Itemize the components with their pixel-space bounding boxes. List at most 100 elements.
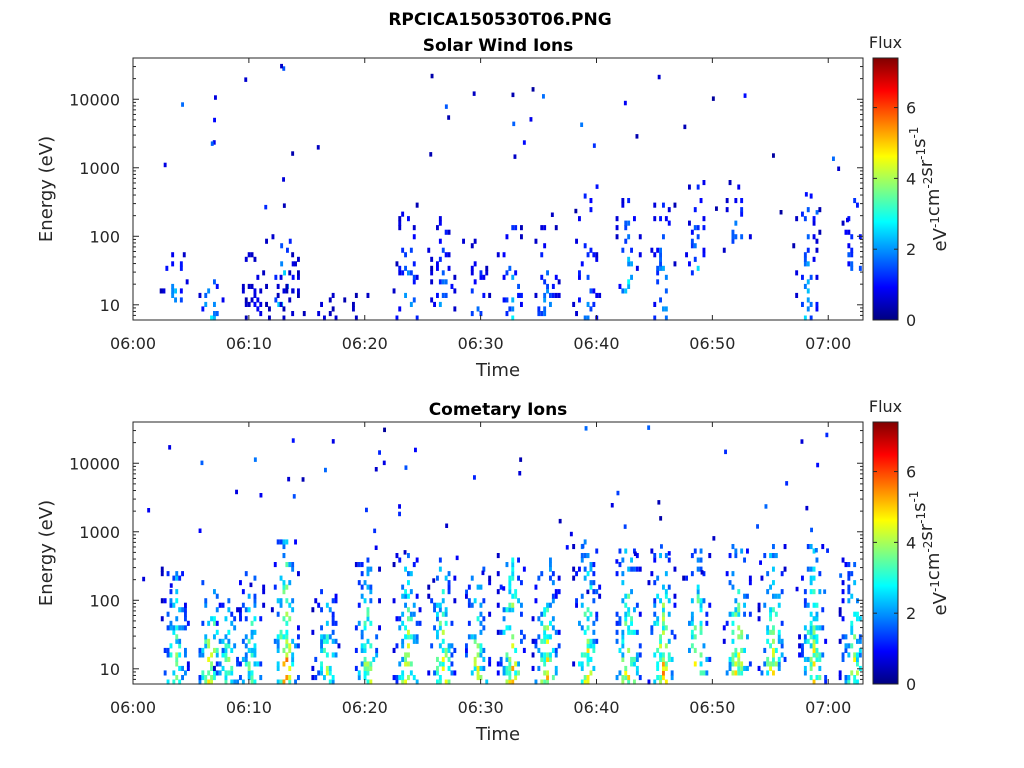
spectrogram-cell xyxy=(627,283,631,289)
spectrogram-cell xyxy=(543,638,547,644)
spectrogram-cell xyxy=(354,665,358,671)
spectrogram-cell xyxy=(757,616,761,622)
spectrogram-cell xyxy=(476,675,480,681)
spectrogram-cell xyxy=(592,589,596,595)
spectrogram-cell xyxy=(433,602,436,608)
spectrogram-cell xyxy=(728,656,732,662)
spectrogram-cell xyxy=(592,580,596,586)
spectrogram-cell xyxy=(853,611,857,617)
spectrogram-cell xyxy=(184,616,187,622)
spectrogram-cell xyxy=(514,589,518,595)
spectrogram-cell xyxy=(366,638,370,644)
spectrogram-cell xyxy=(508,265,512,271)
spectrogram-cell xyxy=(253,457,257,462)
spectrogram-cell xyxy=(210,675,213,681)
spectrogram-cell xyxy=(415,638,419,644)
spectrogram-cell xyxy=(453,575,457,581)
spectrogram-cell xyxy=(282,647,286,653)
spectrogram-cell xyxy=(479,611,483,617)
spectrogram-cell xyxy=(769,607,772,613)
spectrogram-cell xyxy=(412,234,416,240)
spectrogram-cell xyxy=(818,571,822,577)
spectrogram-cell xyxy=(441,589,445,595)
spectrogram-cell xyxy=(705,620,709,626)
spectrogram-cell xyxy=(766,656,770,662)
spectrogram-cell xyxy=(662,611,665,617)
spectrogram-cell xyxy=(407,629,410,635)
spectrogram-cell xyxy=(215,607,219,613)
spectrogram-cell xyxy=(659,643,662,649)
spectrogram-cell xyxy=(204,638,208,644)
spectrogram-cell xyxy=(621,247,625,253)
spectrogram-cell xyxy=(664,315,668,321)
spectrogram-cell xyxy=(763,553,767,559)
spectrogram-cell xyxy=(450,620,454,626)
spectrogram-cell xyxy=(580,553,584,559)
spectrogram-cell xyxy=(159,288,163,294)
spectrogram-cell xyxy=(201,620,205,626)
spectrogram-cell xyxy=(438,279,442,285)
spectrogram-cell xyxy=(479,675,483,681)
spectrogram-cell xyxy=(357,602,361,608)
spectrogram-cell xyxy=(772,638,775,644)
spectrogram-cell xyxy=(186,620,190,626)
spectrogram-cell xyxy=(213,315,216,321)
spectrogram-cell xyxy=(633,551,637,556)
spectrogram-cell xyxy=(841,557,845,563)
spectrogram-cell xyxy=(803,598,807,604)
spectrogram-cell xyxy=(647,425,651,430)
spectrogram-cell xyxy=(806,279,810,285)
spectrogram-cell xyxy=(774,661,778,667)
spectrogram-cell xyxy=(772,656,775,662)
spectrogram-cell xyxy=(578,297,581,303)
spectrogram-cell xyxy=(297,292,300,298)
spectrogram-cell xyxy=(291,288,295,294)
spectrogram-cell xyxy=(259,288,263,294)
spectrogram-cell xyxy=(809,665,813,671)
spectrogram-cell xyxy=(690,243,694,249)
spectrogram-cell xyxy=(407,643,410,649)
spectrogram-cell xyxy=(725,207,729,213)
spectrogram-cell xyxy=(621,580,625,586)
spectrogram-cell xyxy=(163,647,167,653)
spectrogram-cell xyxy=(374,545,378,550)
spectrogram-cell xyxy=(667,656,671,662)
spectrogram-cell xyxy=(294,643,297,649)
spectrogram-cell xyxy=(543,279,547,285)
spectrogram-cell xyxy=(772,593,775,599)
spectrogram-cell xyxy=(508,602,512,608)
spectrogram-cell xyxy=(595,616,599,622)
spectrogram-cell xyxy=(212,140,216,145)
spectrogram-cell xyxy=(444,279,448,285)
spectrogram-cell xyxy=(540,679,544,685)
spectrogram-cell xyxy=(699,661,703,667)
spectrogram-cell xyxy=(586,274,590,280)
spectrogram-cell xyxy=(783,566,787,572)
spectrogram-cell xyxy=(731,229,735,235)
spectrogram-cell xyxy=(630,661,633,667)
spectrogram-cell xyxy=(520,301,523,307)
spectrogram-cell xyxy=(809,643,813,649)
spectrogram-cell xyxy=(285,283,289,289)
spectrogram-cell xyxy=(285,584,289,590)
spectrogram-cell xyxy=(482,625,486,631)
spectrogram-cell xyxy=(502,252,506,258)
spectrogram-cell xyxy=(856,611,859,617)
spectrogram-cell xyxy=(314,598,318,604)
spectrogram-cell xyxy=(696,225,700,231)
spectrogram-cell xyxy=(812,220,816,226)
spectrogram-cell xyxy=(627,629,631,635)
spectrogram-cell xyxy=(592,598,596,604)
spectrogram-cell xyxy=(366,679,370,685)
spectrogram-cell xyxy=(803,589,807,595)
spectrogram-cell xyxy=(514,270,518,276)
spectrogram-cell xyxy=(482,274,486,280)
spectrogram-cell xyxy=(412,602,416,608)
spectrogram-cell xyxy=(213,117,216,123)
spectrogram-cell xyxy=(805,505,809,511)
spectrogram-cell xyxy=(142,576,146,582)
spectrogram-cell xyxy=(320,634,323,640)
spectrogram-cell xyxy=(592,571,596,577)
spectrogram-cell xyxy=(746,665,749,671)
spectrogram-cell xyxy=(664,661,668,667)
